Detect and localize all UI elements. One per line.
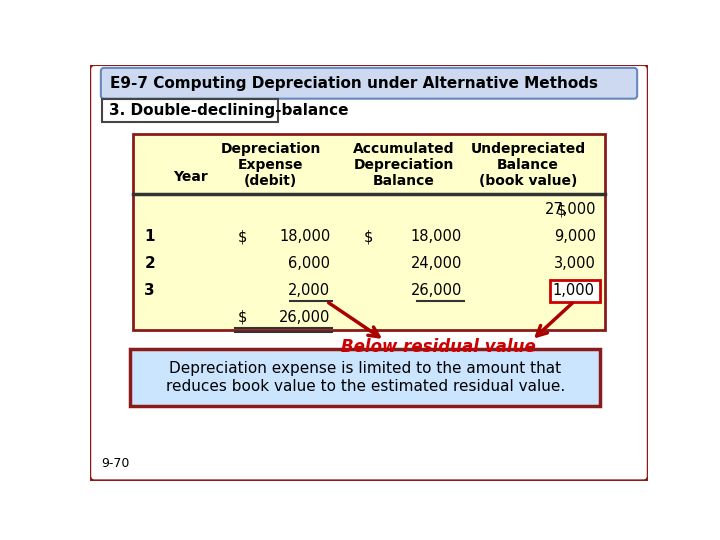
FancyArrowPatch shape <box>328 303 379 337</box>
Text: 3. Double-declining-balance: 3. Double-declining-balance <box>109 103 348 118</box>
Text: Below residual value: Below residual value <box>341 338 536 356</box>
Text: 9-70: 9-70 <box>101 457 129 470</box>
FancyBboxPatch shape <box>101 68 637 99</box>
Text: 18,000: 18,000 <box>279 229 330 244</box>
Text: Accumulated
Depreciation
Balance: Accumulated Depreciation Balance <box>353 141 454 188</box>
FancyBboxPatch shape <box>132 134 606 330</box>
Text: 3: 3 <box>144 283 155 298</box>
Text: 1,000: 1,000 <box>552 283 595 298</box>
Text: 26,000: 26,000 <box>279 310 330 325</box>
FancyBboxPatch shape <box>130 349 600 406</box>
Text: 9,000: 9,000 <box>554 229 596 244</box>
Text: $: $ <box>364 229 373 244</box>
Text: 6,000: 6,000 <box>288 256 330 271</box>
FancyBboxPatch shape <box>89 63 649 482</box>
Text: 18,000: 18,000 <box>410 229 462 244</box>
Text: 2,000: 2,000 <box>288 283 330 298</box>
Text: E9-7 Computing Depreciation under Alternative Methods: E9-7 Computing Depreciation under Altern… <box>110 76 598 91</box>
Text: Undepreciated
Balance
(book value): Undepreciated Balance (book value) <box>470 141 585 188</box>
Text: $: $ <box>557 202 567 217</box>
Text: $: $ <box>238 310 248 325</box>
Text: 26,000: 26,000 <box>410 283 462 298</box>
Text: 3,000: 3,000 <box>554 256 596 271</box>
FancyArrowPatch shape <box>536 303 572 336</box>
Text: 1: 1 <box>144 229 155 244</box>
Text: Year: Year <box>173 170 207 184</box>
Text: 2: 2 <box>144 256 155 271</box>
Text: 24,000: 24,000 <box>410 256 462 271</box>
Text: Depreciation expense is limited to the amount that
reduces book value to the est: Depreciation expense is limited to the a… <box>166 361 564 394</box>
Text: $: $ <box>238 229 248 244</box>
FancyBboxPatch shape <box>550 280 600 302</box>
Text: 27,000: 27,000 <box>544 202 596 217</box>
FancyBboxPatch shape <box>102 99 277 122</box>
Text: Depreciation
Expense
(debit): Depreciation Expense (debit) <box>220 141 321 188</box>
